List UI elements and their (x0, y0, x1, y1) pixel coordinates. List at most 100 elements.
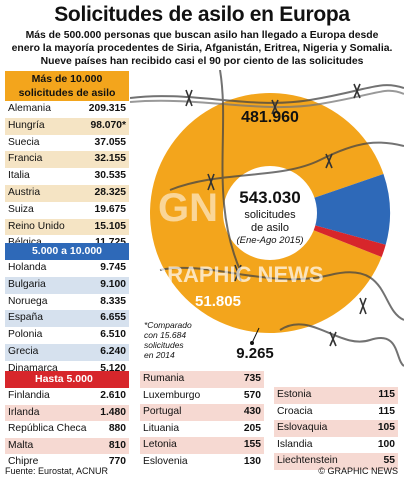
donut-hole (223, 166, 317, 260)
table-row: Hungría 98.070* (5, 117, 129, 135)
watermark-logo: GN (158, 186, 218, 230)
table-row: Holanda 9.745 (5, 260, 129, 277)
country-name: Suecia (8, 136, 40, 148)
table-row: República Checa 880 (5, 421, 129, 438)
table-row: Reino Unido 15.105 (5, 218, 129, 236)
country-name: Portugal (143, 406, 182, 417)
table-row: Austria 28.325 (5, 184, 129, 202)
barb-icon (185, 83, 367, 347)
table-row: Chipre 770 (5, 454, 129, 471)
asylum-count: 9.100 (100, 278, 126, 290)
country-name: Grecia (8, 345, 39, 357)
table-row: Noruega 8.335 (5, 293, 129, 311)
page-title: Solicitudes de asilo en Europa (54, 3, 350, 26)
country-name: República Checa (8, 423, 87, 434)
country-list-under-5000-col3: Estonia 115 Croacia 115 Eslovaquia 105 Islandi… (274, 387, 398, 470)
asylum-count: 115 (378, 389, 395, 400)
asylum-count: 8.335 (100, 295, 126, 307)
center-period: (Ene-Ago 2015) (236, 235, 303, 246)
asylum-count: 115 (378, 405, 395, 417)
country-name: Lituania (143, 422, 180, 434)
table-row: Italia 30.535 (5, 168, 129, 185)
table-row: España 6.655 (5, 310, 129, 328)
group-heading-5000-10000: 5.000 a 10.000 (5, 243, 129, 260)
country-name: Finlandia (8, 390, 50, 401)
intro-line: Más de 500.000 personas que buscan asilo… (25, 30, 379, 41)
asylum-count: 770 (108, 456, 126, 467)
country-name: Islandia (277, 438, 313, 450)
country-name: Suiza (8, 203, 34, 215)
table-row: Lituania 205 (140, 420, 264, 437)
country-list-under-5000-col2: Rumania 735 Luxemburgo 570 Portugal 430 Lituan… (140, 371, 264, 470)
country-name: Francia (8, 153, 43, 165)
credit: © GRAPHIC NEWS (318, 466, 398, 476)
asylum-count: 105 (377, 422, 395, 433)
asylum-count: 55 (383, 455, 395, 466)
table-row: Alemania 209.315 (5, 101, 129, 118)
asylum-count: 2.610 (100, 390, 126, 401)
asylum-count: 6.655 (100, 312, 126, 324)
intro-line: enero la mayoría procedentes de Siria, A… (11, 43, 393, 54)
footnote-line: solicitudes (144, 340, 184, 350)
table-row: Islandia 100 (274, 436, 398, 453)
country-name: Alemania (8, 103, 51, 114)
country-name: Austria (8, 186, 41, 198)
country-name: Bulgaria (8, 278, 46, 290)
country-name: Holanda (8, 262, 47, 273)
footnote-line: en 2014 (144, 350, 175, 360)
table-row: Croacia 115 (274, 403, 398, 420)
table-row: Bulgaria 9.100 (5, 276, 129, 294)
table-row: Rumania 735 (140, 371, 264, 388)
table-row: Polonia 6.510 (5, 327, 129, 344)
country-name: Liechtenstein (277, 455, 338, 466)
asylum-count: 15.105 (94, 220, 127, 232)
country-name: Letonia (143, 439, 177, 450)
country-name: Noruega (8, 295, 48, 307)
slice-label-large: 481.960 (241, 109, 299, 126)
asylum-count: 130 (243, 455, 261, 467)
footnote-line: con 15.684 (144, 330, 186, 340)
country-name: Eslovenia (143, 455, 188, 467)
asylum-count: 30.535 (94, 170, 127, 182)
asylum-count: 1.480 (100, 406, 126, 418)
table-row: Finlandia 2.610 (5, 388, 129, 405)
table-row: Grecia 6.240 (5, 343, 129, 361)
donut-chart: 543.030 solicitudes de asilo (Ene-Ago 20… (130, 70, 404, 367)
country-name: Hungría (8, 119, 45, 131)
country-name: Rumania (143, 373, 185, 384)
table-row: Suecia 37.055 (5, 134, 129, 152)
asylum-count: 735 (243, 373, 261, 384)
asylum-count: 9.745 (100, 262, 126, 273)
table-row: Eslovaquia 105 (274, 420, 398, 437)
asylum-count: 100 (377, 438, 395, 450)
leader-dot (250, 341, 254, 345)
asylum-count: 28.325 (94, 186, 127, 198)
country-list-over-10000: Alemania 209.315 Hungría 98.070* Suecia 37.05… (5, 101, 129, 253)
intro-text: Más de 500.000 personas que buscan asilo… (4, 29, 400, 68)
country-list-5000-10000: Holanda 9.745 Bulgaria 9.100 Noruega 8.335 Esp… (5, 260, 129, 378)
group-heading-under-5000: Hasta 5.000 (5, 371, 129, 388)
asylum-count: 32.155 (94, 153, 127, 165)
country-name: Bélgica (8, 235, 42, 252)
asylum-count: 570 (243, 389, 261, 401)
country-name: Croacia (277, 405, 313, 417)
group-heading-over-10000: Más de 10.000 solicitudes de asilo (5, 71, 129, 101)
asylum-count: 810 (108, 439, 126, 451)
table-row: Letonia 155 (140, 437, 264, 454)
country-name: Estonia (277, 389, 312, 400)
center-label-1: solicitudes (244, 209, 296, 221)
table-row: Francia 32.155 (5, 151, 129, 169)
country-name: Eslovaquia (277, 422, 328, 433)
asylum-count: 430 (243, 406, 261, 417)
asylum-count: 19.675 (94, 203, 127, 215)
slice-label-small: 9.265 (236, 345, 274, 362)
source-note: Fuente: Eurostat, ACNUR (5, 466, 109, 476)
asylum-count: 155 (243, 439, 261, 450)
slice-label-medium: 51.805 (195, 293, 241, 310)
asylum-count: 6.240 (100, 345, 126, 357)
country-list-under-5000-col1: Finlandia 2.610 Irlanda 1.480 República Chec… (5, 388, 129, 471)
country-name: España (8, 312, 43, 324)
asylum-count: 37.055 (94, 136, 127, 148)
table-row: Portugal 430 (140, 404, 264, 421)
table-row: Luxemburgo 570 (140, 387, 264, 404)
